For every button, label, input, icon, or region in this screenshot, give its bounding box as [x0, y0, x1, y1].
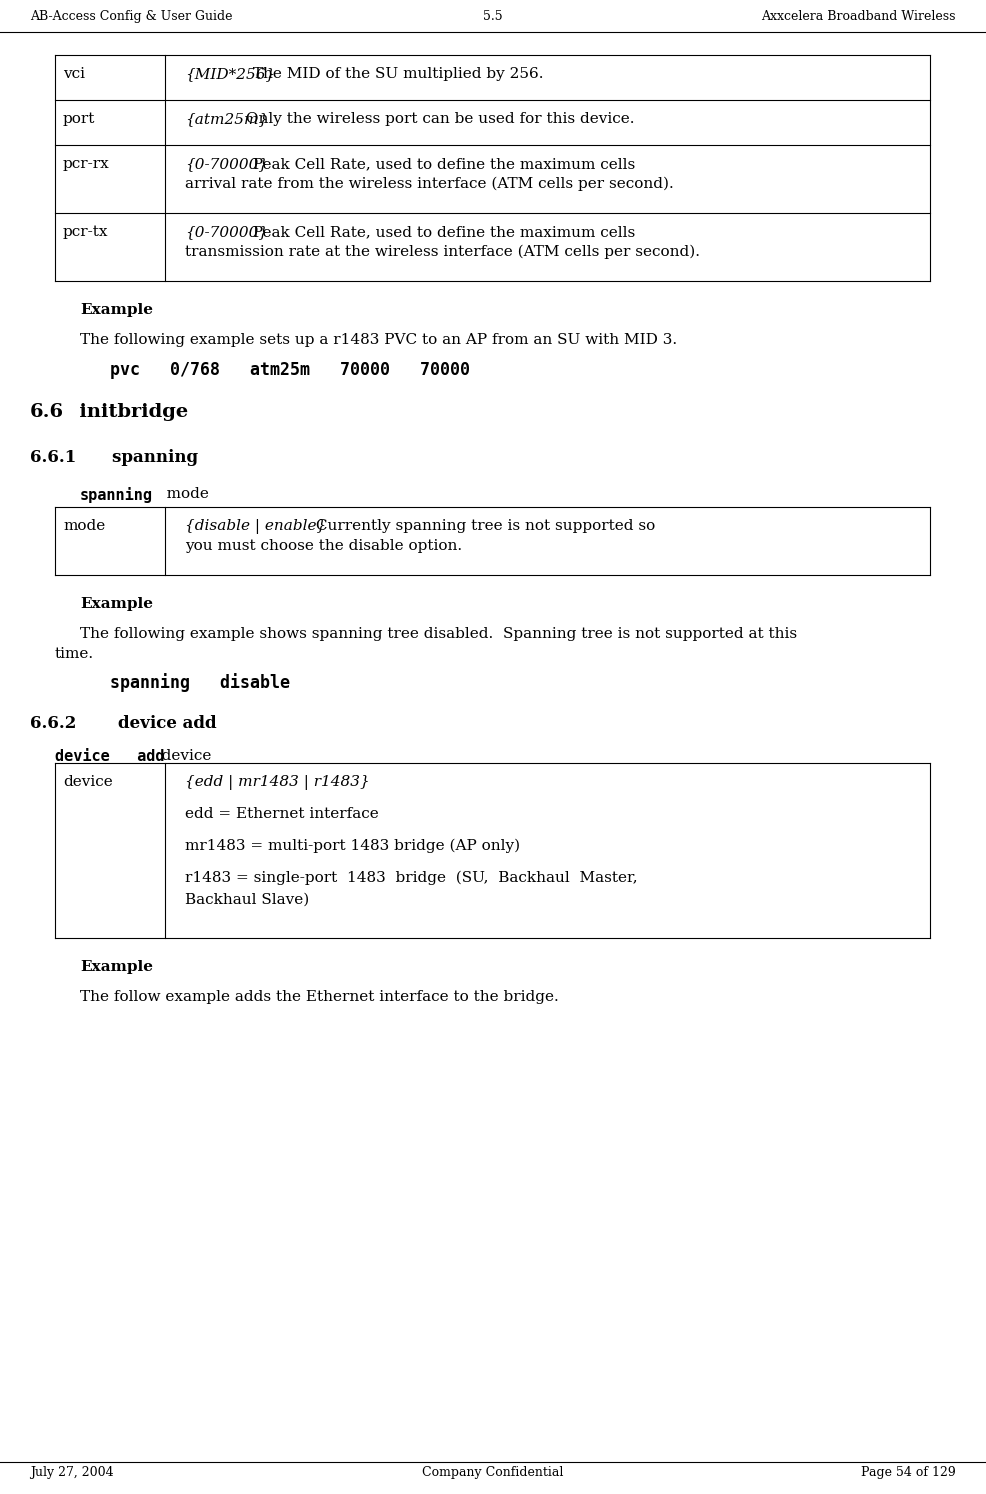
- Text: spanning   disable: spanning disable: [110, 672, 290, 692]
- Text: Example: Example: [80, 303, 153, 317]
- Text: edd = Ethernet interface: edd = Ethernet interface: [185, 807, 379, 820]
- Text: AB-Access Config & User Guide: AB-Access Config & User Guide: [30, 10, 233, 22]
- Text: The following example sets up a r1483 PVC to an AP from an SU with MID 3.: The following example sets up a r1483 PV…: [80, 333, 677, 347]
- Text: {disable | enable}: {disable | enable}: [185, 518, 326, 533]
- Text: transmission rate at the wireless interface (ATM cells per second).: transmission rate at the wireless interf…: [185, 245, 700, 260]
- Text: mr1483 = multi-port 1483 bridge (AP only): mr1483 = multi-port 1483 bridge (AP only…: [185, 838, 521, 853]
- Text: you must choose the disable option.: you must choose the disable option.: [185, 539, 462, 553]
- Text: spanning: spanning: [80, 487, 153, 503]
- Text: 6.6.1: 6.6.1: [30, 450, 76, 466]
- Text: July 27, 2004: July 27, 2004: [30, 1466, 113, 1479]
- Text: device: device: [63, 775, 112, 789]
- Text: initbridge: initbridge: [66, 403, 188, 421]
- Text: Peak Cell Rate, used to define the maximum cells: Peak Cell Rate, used to define the maxim…: [248, 226, 635, 239]
- Text: The follow example adds the Ethernet interface to the bridge.: The follow example adds the Ethernet int…: [80, 991, 559, 1004]
- Text: mode: mode: [152, 487, 209, 500]
- Text: Example: Example: [80, 598, 153, 611]
- Text: {0-70000}: {0-70000}: [185, 157, 268, 170]
- Text: {MID*256}: {MID*256}: [185, 67, 275, 81]
- Text: The following example shows spanning tree disabled.  Spanning tree is not suppor: The following example shows spanning tre…: [80, 627, 797, 641]
- Text: 5.5: 5.5: [483, 10, 503, 22]
- Text: {0-70000}: {0-70000}: [185, 226, 268, 239]
- Text: mode: mode: [63, 518, 106, 533]
- Text: Peak Cell Rate, used to define the maximum cells: Peak Cell Rate, used to define the maxim…: [248, 157, 635, 170]
- Text: device: device: [147, 748, 211, 763]
- Text: r1483 = single-port  1483  bridge  (SU,  Backhaul  Master,: r1483 = single-port 1483 bridge (SU, Bac…: [185, 871, 638, 884]
- Text: 6.6.2: 6.6.2: [30, 716, 76, 732]
- Text: pcr-tx: pcr-tx: [63, 226, 108, 239]
- Text: pvc   0/768   atm25m   70000   70000: pvc 0/768 atm25m 70000 70000: [110, 362, 470, 379]
- Text: time.: time.: [55, 647, 94, 660]
- Text: vci: vci: [63, 67, 85, 81]
- Text: 6.6: 6.6: [30, 403, 64, 421]
- Text: device   add: device add: [55, 748, 165, 763]
- Text: Axxcelera Broadband Wireless: Axxcelera Broadband Wireless: [761, 10, 956, 22]
- Text: Currently spanning tree is not supported so: Currently spanning tree is not supported…: [311, 518, 656, 533]
- Text: pcr-rx: pcr-rx: [63, 157, 109, 170]
- Text: device add: device add: [72, 716, 217, 732]
- Text: port: port: [63, 112, 96, 125]
- Text: arrival rate from the wireless interface (ATM cells per second).: arrival rate from the wireless interface…: [185, 176, 673, 191]
- Text: {edd | mr1483 | r1483}: {edd | mr1483 | r1483}: [185, 775, 370, 790]
- Text: Only the wireless port can be used for this device.: Only the wireless port can be used for t…: [241, 112, 635, 125]
- Text: Company Confidential: Company Confidential: [422, 1466, 564, 1479]
- Text: The MID of the SU multiplied by 256.: The MID of the SU multiplied by 256.: [248, 67, 543, 81]
- Text: Backhaul Slave): Backhaul Slave): [185, 893, 310, 907]
- Text: Example: Example: [80, 961, 153, 974]
- Text: Page 54 of 129: Page 54 of 129: [861, 1466, 956, 1479]
- Text: spanning: spanning: [66, 450, 198, 466]
- Text: {atm25m}: {atm25m}: [185, 112, 268, 125]
